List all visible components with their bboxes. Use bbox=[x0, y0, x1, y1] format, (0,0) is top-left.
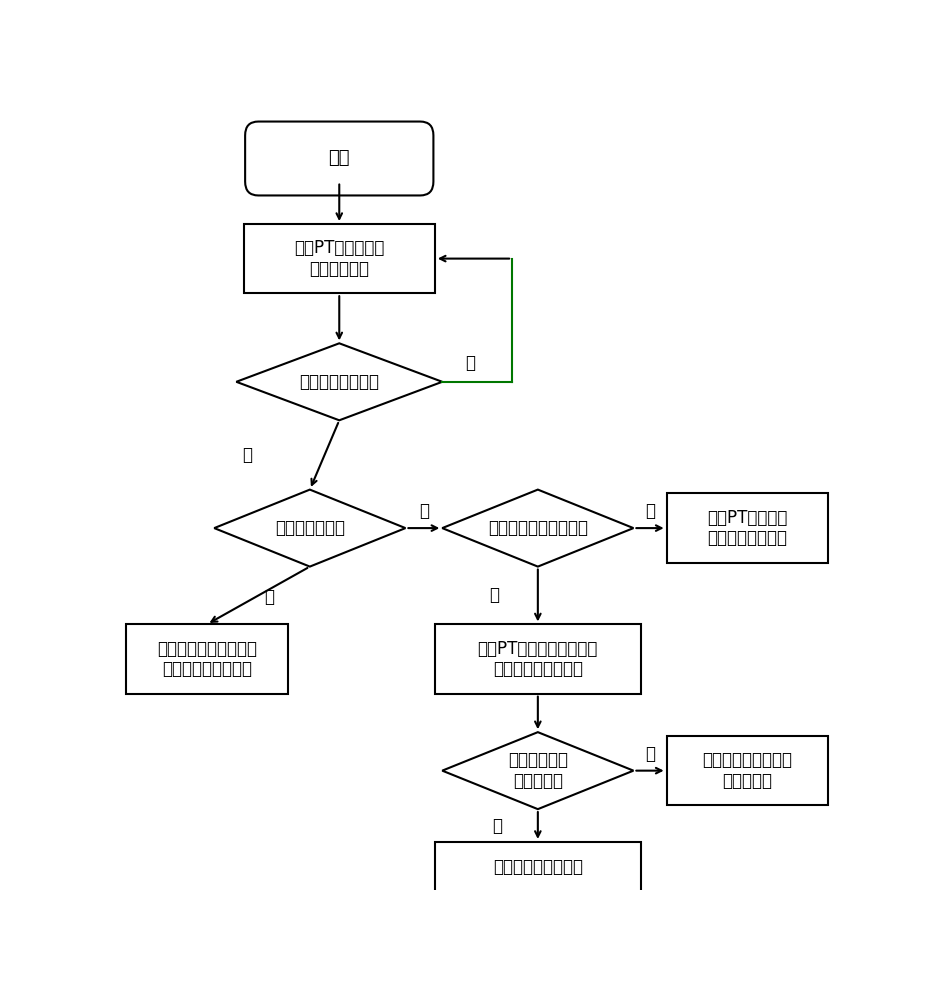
Polygon shape bbox=[214, 490, 405, 567]
Text: 否: 否 bbox=[645, 745, 655, 763]
Text: 否: 否 bbox=[465, 354, 474, 372]
FancyBboxPatch shape bbox=[245, 122, 434, 195]
Bar bbox=[126, 624, 288, 694]
Text: 是: 是 bbox=[419, 502, 429, 520]
Text: 是: 是 bbox=[242, 446, 252, 464]
Text: 是: 是 bbox=[645, 502, 655, 520]
Text: 判断PT一次侧断
线，发出警告信号: 判断PT一次侧断 线，发出警告信号 bbox=[707, 509, 788, 548]
Bar bbox=[435, 842, 641, 892]
Text: 否: 否 bbox=[489, 586, 499, 604]
Text: 频率是否为工频: 频率是否为工频 bbox=[275, 519, 344, 537]
Text: 监测PT二次侧开口
三角零序电压: 监测PT二次侧开口 三角零序电压 bbox=[294, 239, 384, 278]
Bar bbox=[435, 624, 641, 694]
Text: 跳开PT中性点与地之间快
速开关，并迅速重合: 跳开PT中性点与地之间快 速开关，并迅速重合 bbox=[477, 640, 598, 678]
Text: 一或两相为正常相电压: 一或两相为正常相电压 bbox=[488, 519, 587, 537]
Text: 判断为高频、分频铁磁
谐振，消谐装置动作: 判断为高频、分频铁磁 谐振，消谐装置动作 bbox=[157, 640, 257, 678]
Polygon shape bbox=[442, 732, 634, 809]
Text: 否: 否 bbox=[265, 588, 274, 606]
Text: 开口三角电压
是否仍存在: 开口三角电压 是否仍存在 bbox=[508, 751, 568, 790]
Text: 开始: 开始 bbox=[328, 149, 350, 167]
Text: 是: 是 bbox=[493, 817, 502, 835]
Polygon shape bbox=[236, 343, 442, 420]
Bar bbox=[666, 493, 828, 563]
Text: 判断为单相接地故障: 判断为单相接地故障 bbox=[493, 858, 583, 876]
Bar bbox=[244, 224, 435, 293]
Text: 是否出现零序电压: 是否出现零序电压 bbox=[299, 373, 380, 391]
Bar bbox=[666, 736, 828, 805]
Text: 判断为基频谐振，消
谐装置动作: 判断为基频谐振，消 谐装置动作 bbox=[702, 751, 792, 790]
Polygon shape bbox=[442, 490, 634, 567]
